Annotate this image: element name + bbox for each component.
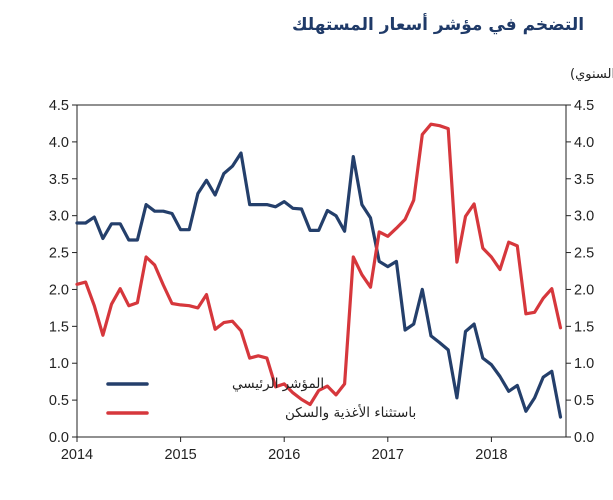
y-tick-label-right: 3.5 (574, 172, 594, 188)
y-tick-label-right: 3.0 (574, 209, 594, 225)
legend: المؤشر الرئيسي باستثناء الأغذية والسكن (106, 376, 416, 421)
y-tick-label-left: 1.5 (49, 319, 69, 335)
y-tick-label-right: 0.5 (574, 393, 594, 409)
y-tick-label-left: 0.5 (49, 393, 69, 409)
x-tick-label: 2015 (164, 447, 196, 463)
chart-title: التضخم في مؤشر أسعار المستهلك (292, 13, 584, 35)
y-tick-label-right: 1.0 (574, 356, 594, 372)
y-tick-label-right: 1.5 (574, 319, 594, 335)
series-lines (75, 122, 563, 419)
series-line-core (75, 122, 563, 407)
x-axis-ticks: 2014 2015 2016 2017 2018 (61, 437, 508, 463)
y-tick-label-right: 0.0 (574, 430, 594, 446)
y-tick-label-right: 2.0 (574, 282, 594, 298)
y-tick-label-left: 3.0 (49, 209, 69, 225)
y-tick-label-left: 4.5 (49, 98, 69, 114)
y-tick-label-right: 4.0 (574, 135, 594, 151)
x-tick-label: 2017 (372, 447, 404, 463)
x-tick-label: 2018 (475, 447, 507, 463)
y-tick-label-left: 3.5 (49, 172, 69, 188)
x-tick-label: 2014 (61, 447, 93, 463)
y-axis-unit-label: (٪ النمو السنوي) (570, 67, 613, 82)
right-axis-ticks: 0.0 0.5 1.0 1.5 2.0 2.5 3.0 3.5 4.0 4.5 (566, 98, 594, 446)
legend-label-headline: المؤشر الرئيسي (232, 376, 324, 392)
y-tick-label-left: 4.0 (49, 135, 69, 151)
y-tick-label-right: 4.5 (574, 98, 594, 114)
y-tick-label-left: 0.0 (49, 430, 69, 446)
x-tick-label: 2016 (268, 447, 300, 463)
legend-label-core: باستثناء الأغذية والسكن (285, 404, 416, 421)
plot-frame (76, 104, 567, 438)
series-line-headline (75, 151, 563, 419)
left-axis-ticks: 0.0 0.5 1.0 1.5 2.0 2.5 3.0 3.5 4.0 4.5 (49, 98, 77, 446)
y-tick-label-left: 2.5 (49, 246, 69, 262)
y-tick-label-right: 2.5 (574, 246, 594, 262)
y-tick-label-left: 2.0 (49, 282, 69, 298)
y-tick-label-left: 1.0 (49, 356, 69, 372)
